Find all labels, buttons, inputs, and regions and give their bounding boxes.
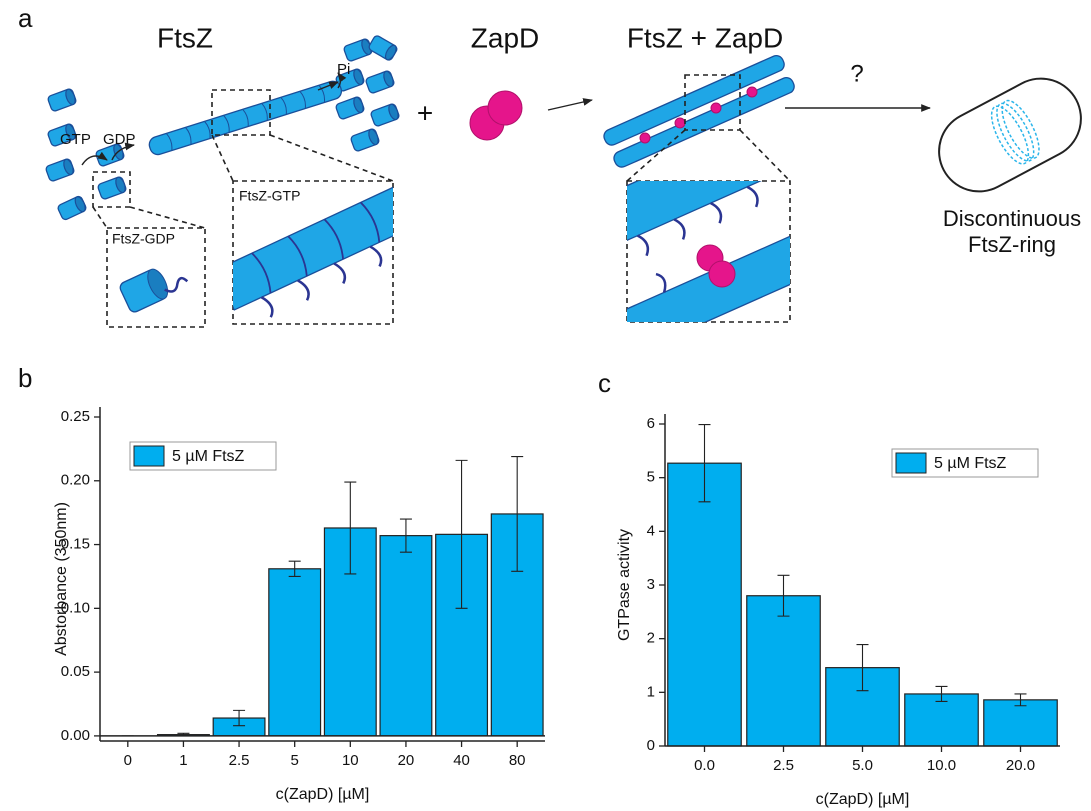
- error-bar: [935, 685, 948, 703]
- y-tick-label: 6: [647, 415, 655, 432]
- y-axis-label: Abstorbance (350nm): [53, 502, 70, 656]
- x-tick-label: 5.0: [852, 757, 873, 774]
- y-tick-label: 0.15: [61, 536, 90, 553]
- cell: [938, 77, 1082, 193]
- y-tick-label: 0.10: [61, 599, 90, 616]
- y-axis-label: GTPase activity: [616, 529, 633, 641]
- bar: [746, 595, 821, 747]
- x-axis-label: c(ZapD) [µM]: [276, 786, 370, 803]
- label: FtsZ-GTP: [239, 188, 300, 204]
- monomer-detail: [119, 268, 189, 313]
- filament-detail: [233, 181, 393, 318]
- y-tick-label: 4: [647, 522, 655, 539]
- y-tick-label: 3: [647, 576, 655, 593]
- result-label: Discontinuous: [943, 206, 1081, 231]
- y-tick-label: 0.00: [61, 727, 90, 744]
- x-tick-label: 10.0: [927, 757, 956, 774]
- x-axis-label: c(ZapD) [µM]: [816, 791, 910, 808]
- y-tick-label: 0: [647, 737, 655, 754]
- zoom-lines: [626, 129, 791, 182]
- diagram-title: FtsZ: [157, 22, 213, 53]
- x-tick-label: 2.5: [773, 757, 794, 774]
- result-label: FtsZ-ring: [968, 232, 1056, 257]
- x-tick-label: 0.0: [694, 757, 715, 774]
- zoom-box: [106, 227, 206, 328]
- error-bar: [233, 709, 246, 727]
- x-tick-label: 5: [291, 752, 299, 769]
- x-tick-label: 40: [453, 752, 470, 769]
- y-tick-label: 0.25: [61, 408, 90, 425]
- y-tick-label: 5: [647, 469, 655, 486]
- zoom-box: [92, 171, 131, 208]
- error-bar: [777, 574, 790, 617]
- error-bar: [1014, 693, 1027, 707]
- error-bar: [399, 518, 412, 553]
- label: GTP: [60, 131, 91, 148]
- x-tick-label: 20: [398, 752, 415, 769]
- panel-label: a: [18, 3, 33, 33]
- error-bar: [288, 560, 301, 577]
- bundle-detail: [627, 181, 790, 322]
- question: ?: [850, 60, 863, 87]
- y-tick-label: 0.05: [61, 663, 90, 680]
- x-tick-label: 0: [124, 752, 132, 769]
- error-bar: [856, 644, 869, 692]
- filament: [148, 80, 343, 156]
- arrow: [317, 81, 339, 91]
- zoom-lines: [92, 206, 206, 229]
- x-tick-label: 1: [179, 752, 187, 769]
- arrow: [337, 72, 347, 89]
- error-bar: [344, 481, 357, 575]
- arrow: [81, 151, 108, 166]
- error-bar: [511, 455, 524, 572]
- bar: [379, 535, 433, 737]
- arrow: [547, 98, 593, 111]
- error-bar: [698, 423, 711, 503]
- x-tick-label: 2.5: [229, 752, 250, 769]
- diagram-title: ZapD: [471, 22, 539, 53]
- bar: [667, 462, 742, 747]
- legend-swatch: [133, 445, 165, 467]
- plus: +: [417, 97, 433, 128]
- bar: [983, 699, 1058, 747]
- zoom-lines: [211, 134, 394, 182]
- diagram: a FtsZ ZapD FtsZ + ZapD GTP GDP Pi FtsZ-…: [18, 3, 1082, 328]
- x-tick-label: 80: [509, 752, 526, 769]
- zoom-box: [684, 74, 741, 131]
- error-bar: [455, 459, 468, 609]
- y-tick-label: 1: [647, 683, 655, 700]
- label: FtsZ-GDP: [112, 231, 175, 247]
- zapd: [487, 90, 523, 126]
- legend-swatch: [895, 452, 927, 474]
- diagram-title: FtsZ + ZapD: [627, 22, 783, 53]
- arrow: [111, 142, 135, 161]
- x-tick-label: 10: [342, 752, 359, 769]
- y-tick-label: 0.20: [61, 472, 90, 489]
- y-tick-label: 2: [647, 630, 655, 647]
- panel-label: c: [598, 368, 611, 398]
- bar: [268, 568, 322, 737]
- legend-label: 5 µM FtsZ: [934, 455, 1007, 472]
- panel-label: b: [18, 363, 32, 393]
- zoom-box: [232, 180, 394, 325]
- legend-label: 5 µM FtsZ: [172, 448, 245, 465]
- bundle: [603, 54, 795, 168]
- x-tick-label: 20.0: [1006, 757, 1035, 774]
- zoom-box: [211, 89, 271, 136]
